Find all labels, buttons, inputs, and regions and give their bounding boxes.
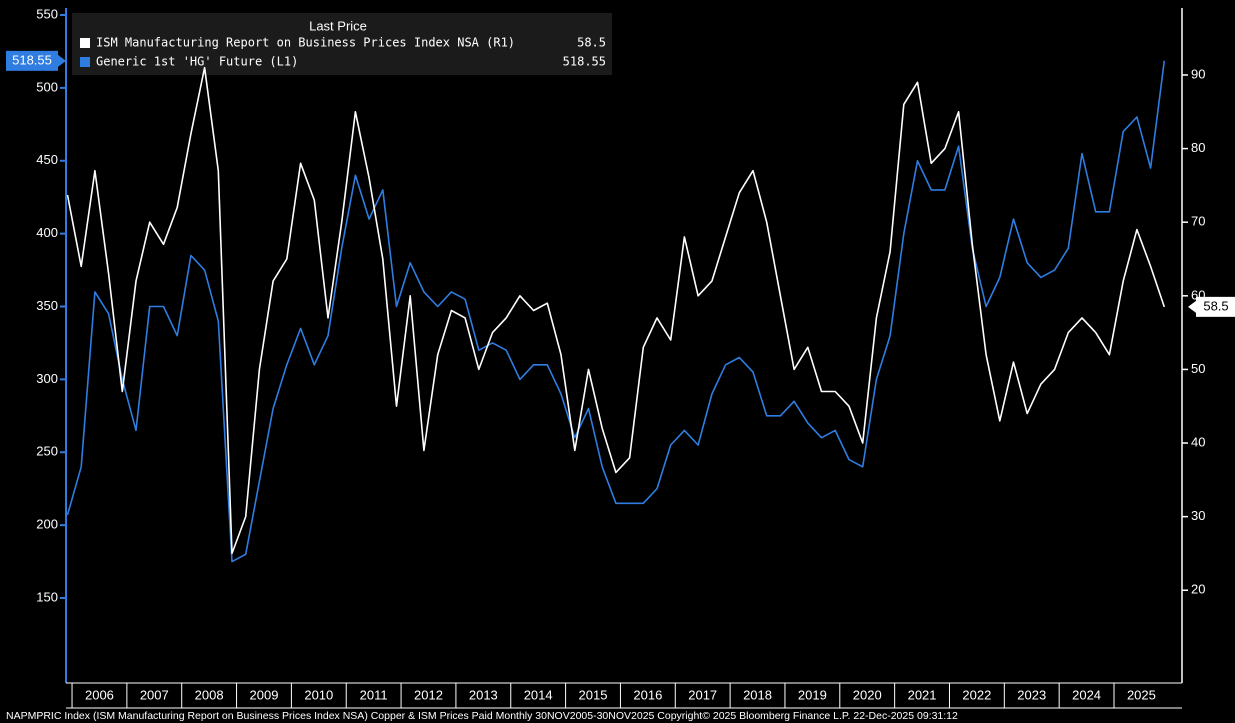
y-tick-label: 150: [36, 589, 58, 604]
x-tick-label: 2013: [469, 687, 498, 702]
y-tick-label: 550: [36, 6, 58, 21]
y-tick-label: 400: [36, 225, 58, 240]
x-tick-label: 2024: [1072, 687, 1101, 702]
x-tick-label: 2019: [798, 687, 827, 702]
y2-tick-label: 50: [1191, 361, 1205, 376]
legend-value: 518.55: [563, 55, 606, 69]
last-value-label: 58.5: [1203, 298, 1228, 313]
legend-box: [72, 13, 612, 75]
x-tick-label: 2007: [140, 687, 169, 702]
x-tick-label: 2012: [414, 687, 443, 702]
x-tick-label: 2010: [304, 687, 333, 702]
series-line: [66, 60, 1166, 563]
series-line: [66, 66, 1166, 555]
last-value-tag: [1196, 296, 1235, 317]
last-value-label: 518.55: [12, 52, 52, 67]
last-value-pointer: [58, 54, 66, 67]
legend-label: Generic 1st 'HG' Future (L1): [96, 55, 298, 69]
legend-title: Last Price: [309, 18, 367, 33]
x-tick-label: 2022: [962, 687, 991, 702]
y-tick-label: 300: [36, 371, 58, 386]
y2-tick-label: 40: [1191, 434, 1205, 449]
y-tick-label: 250: [36, 444, 58, 459]
last-value-pointer: [1188, 300, 1196, 313]
y2-tick-label: 70: [1191, 214, 1205, 229]
x-tick-label: 2023: [1017, 687, 1046, 702]
x-tick-label: 2009: [250, 687, 279, 702]
y-tick-label: 450: [36, 152, 58, 167]
x-tick-label: 2008: [195, 687, 224, 702]
last-value-tag: [6, 50, 58, 71]
x-tick-label: 2020: [853, 687, 882, 702]
y-tick-label: 350: [36, 298, 58, 313]
y2-tick-label: 30: [1191, 508, 1205, 523]
x-tick-label: 2016: [633, 687, 662, 702]
x-tick-label: 2014: [524, 687, 553, 702]
y2-tick-label: 90: [1191, 66, 1205, 81]
y2-tick-label: 20: [1191, 582, 1205, 597]
x-tick-label: 2011: [360, 687, 388, 702]
x-tick-label: 2006: [85, 687, 114, 702]
x-tick-label: 2015: [579, 687, 608, 702]
y-tick-label: 200: [36, 517, 58, 532]
y2-tick-label: 80: [1191, 140, 1205, 155]
x-tick-label: 2025: [1127, 687, 1156, 702]
x-tick-label: 2017: [688, 687, 717, 702]
footer: NAPMPRIC Index (ISM Manufacturing Report…: [6, 710, 958, 722]
legend-swatch: [80, 57, 90, 67]
x-tick-label: 2021: [908, 687, 937, 702]
legend-label: ISM Manufacturing Report on Business Pri…: [96, 36, 515, 50]
legend-swatch: [80, 38, 90, 48]
x-tick-label: 2018: [743, 687, 772, 702]
y-tick-label: 500: [36, 79, 58, 94]
legend-value: 58.5: [577, 36, 606, 50]
